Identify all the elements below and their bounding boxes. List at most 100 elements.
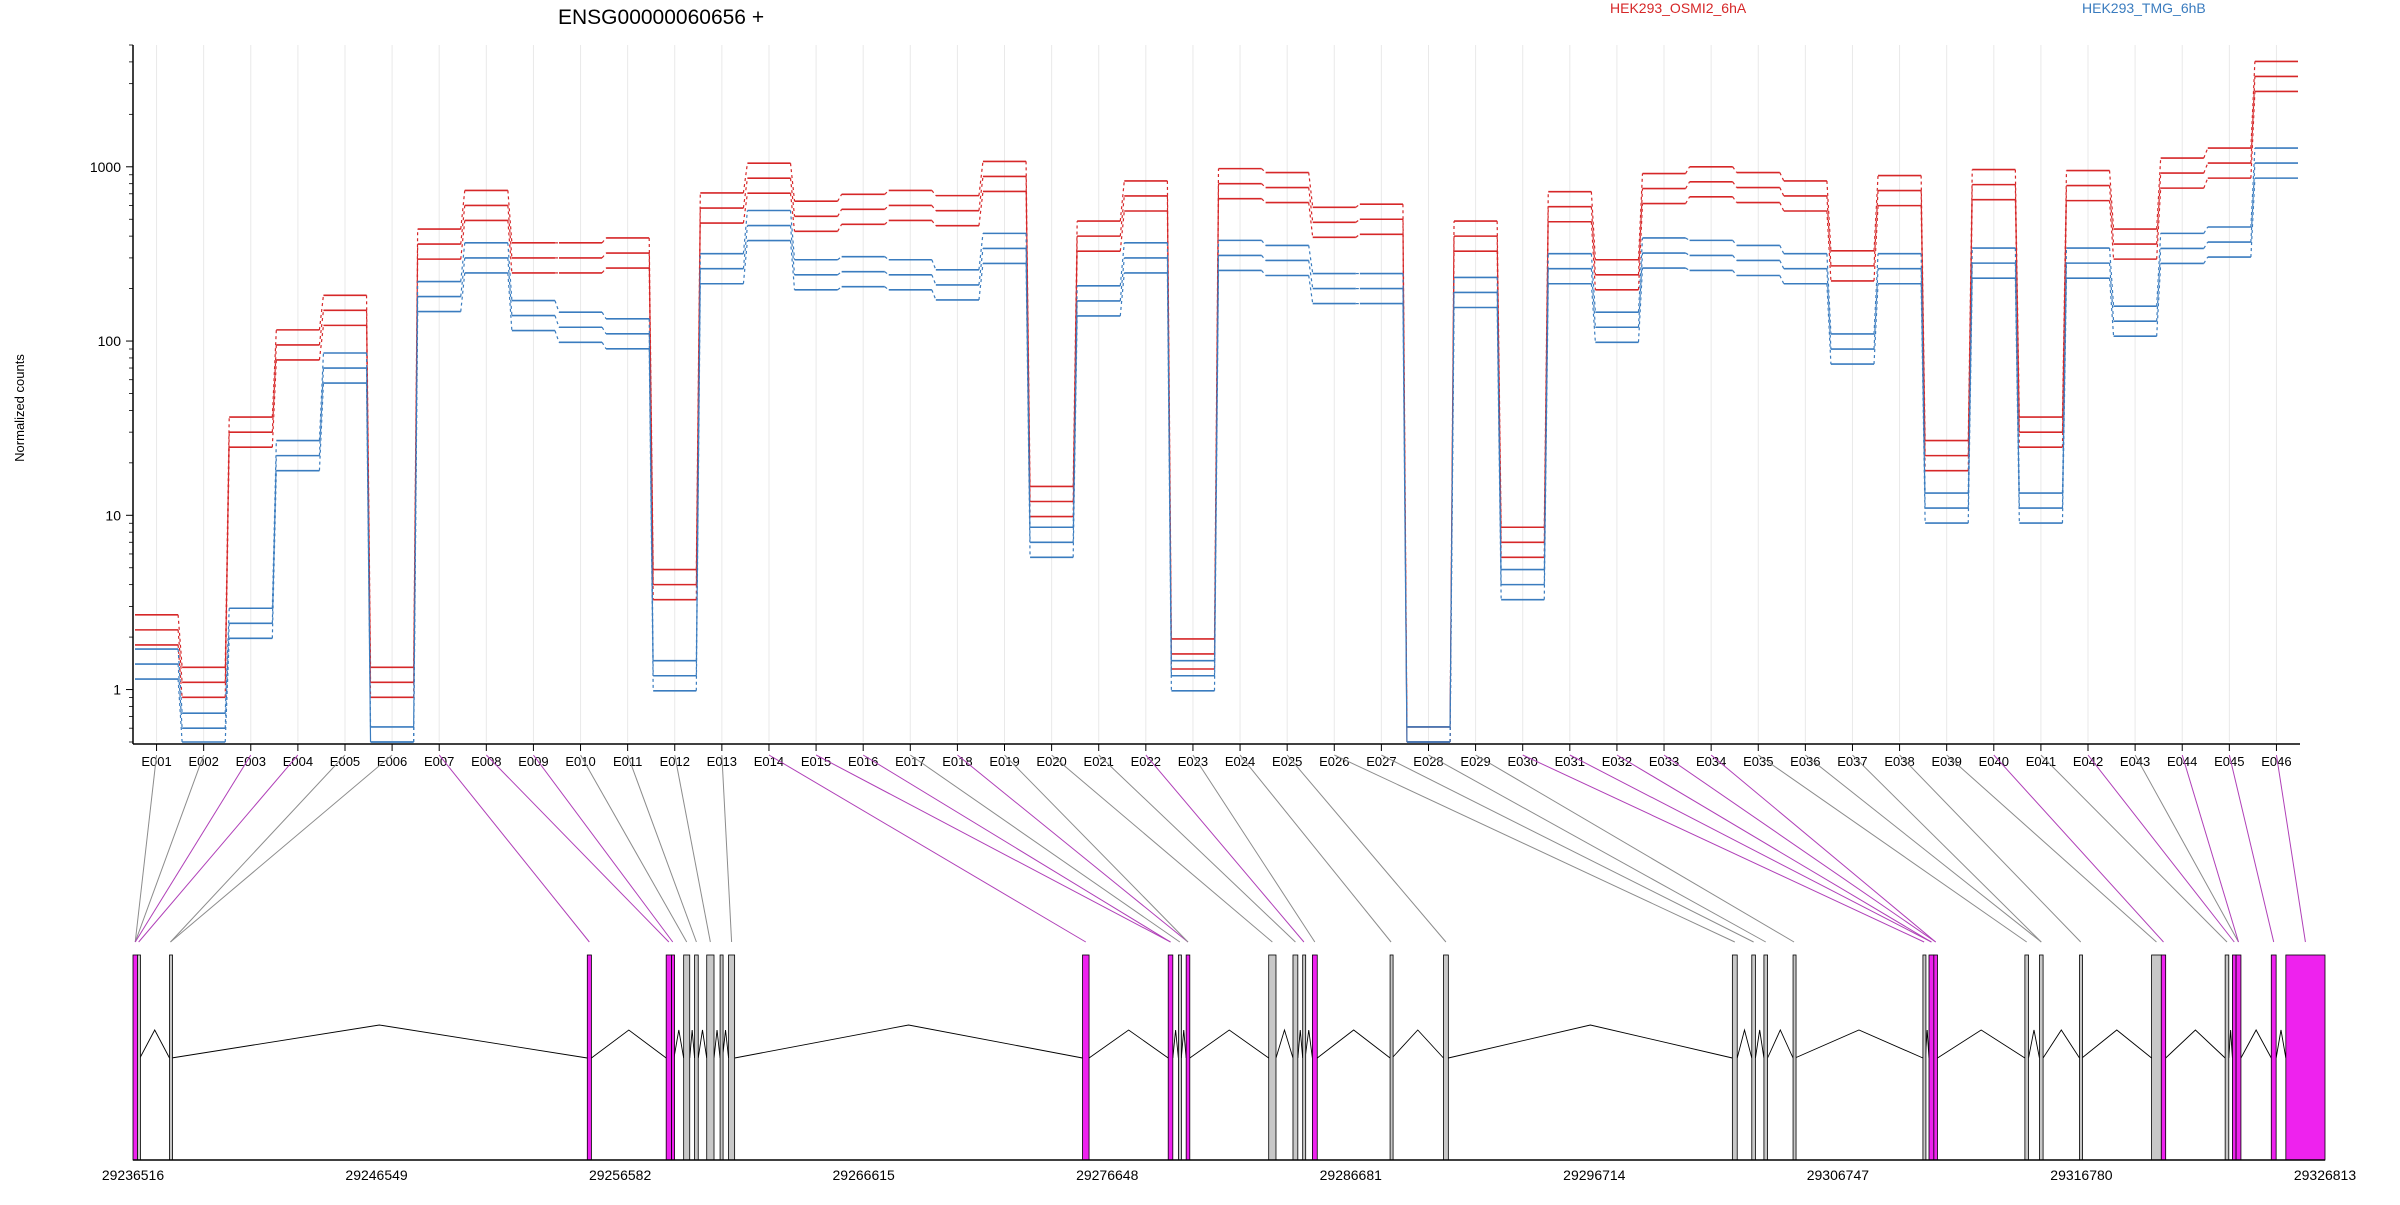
exon-box	[586, 954, 592, 1161]
exon-link-line	[134, 754, 252, 943]
genomic-tick-label: 29276648	[1076, 1167, 1139, 1183]
exon-link-line	[1663, 754, 1936, 943]
series-2-connector	[365, 352, 372, 727]
exon-box	[2285, 954, 2326, 1161]
series-2-connector	[1072, 285, 1078, 528]
intron-line	[697, 1029, 708, 1059]
legend-series-1: HEK293_OSMI2_6hA	[1610, 0, 1747, 16]
x-tick-label: E014	[754, 754, 784, 769]
series-1-connector	[1873, 175, 1879, 251]
series-2-connector	[365, 368, 372, 743]
series-1-connector	[1685, 196, 1691, 204]
x-tick-label: E009	[518, 754, 548, 769]
series-2-connector	[554, 315, 560, 328]
series-2-connector	[648, 348, 654, 691]
series-2-connector	[318, 368, 325, 456]
x-tick-label: E037	[1837, 754, 1867, 769]
exon-link-line	[1381, 754, 1754, 943]
series-2-connector	[1826, 253, 1832, 335]
series-1-connector	[1732, 166, 1738, 173]
series-1-connector	[1779, 202, 1785, 212]
series-2-connector	[2203, 241, 2209, 249]
series-2-connector	[1920, 253, 1926, 494]
exon-link-line	[134, 754, 158, 943]
x-tick-label: E034	[1696, 754, 1726, 769]
x-tick-label: E008	[471, 754, 501, 769]
intron-line	[2165, 1029, 2226, 1059]
series-2-connector	[2156, 233, 2162, 307]
series-2-connector	[554, 300, 560, 313]
series-1-connector	[1072, 221, 1078, 487]
series-2-connector	[2061, 248, 2068, 494]
x-tick-label: E044	[2167, 754, 2197, 769]
series-2-connector	[884, 256, 890, 261]
series-1-connector	[1119, 195, 1125, 237]
series-2-connector	[1213, 240, 1220, 661]
genomic-tick-label: 29236516	[102, 1167, 165, 1183]
intron-line	[139, 1029, 170, 1059]
series-1-connector	[837, 224, 843, 232]
x-tick-label: E035	[1743, 754, 1773, 769]
exon-box	[1933, 954, 1938, 1161]
series-2-connector	[742, 225, 749, 269]
series-2-connector	[1449, 307, 1455, 743]
exon-link-line	[170, 754, 393, 943]
x-tick-label: E016	[848, 754, 878, 769]
x-tick-label: E003	[236, 754, 266, 769]
exon-box	[1268, 954, 1277, 1161]
series-2-connector	[1732, 255, 1738, 261]
exon-box	[1763, 954, 1768, 1161]
series-2-connector	[1637, 252, 1644, 328]
series-2-connector	[1826, 268, 1832, 350]
series-2-connector	[1967, 248, 1973, 494]
exon-link-line	[910, 754, 1181, 943]
series-1-connector	[507, 190, 513, 243]
y-tick-label: 10	[105, 507, 121, 523]
series-2-connector	[601, 341, 607, 350]
exon-box	[1389, 954, 1394, 1161]
intron-line	[1180, 1029, 1187, 1059]
series-2-connector	[460, 272, 466, 312]
series-2-connector	[1920, 268, 1926, 509]
exon-box	[2039, 954, 2044, 1161]
series-2-connector	[978, 233, 984, 270]
series-2-connector	[318, 383, 325, 471]
legend-series-2: HEK293_TMG_6hB	[2082, 0, 2206, 16]
exon-link-line	[1098, 754, 1296, 943]
series-2-connector	[1449, 277, 1455, 727]
exon-box	[1302, 954, 1307, 1161]
exon-link-line	[134, 754, 205, 943]
series-2-connector	[2014, 248, 2020, 494]
exon-box	[1292, 954, 1299, 1161]
series-2-connector	[1637, 237, 1644, 313]
series-1-connector	[931, 190, 937, 196]
series-2-connector	[2014, 263, 2020, 509]
exon-box	[2270, 954, 2277, 1161]
exon-link-line	[1334, 754, 1736, 943]
x-tick-label: E001	[141, 754, 171, 769]
series-1-connector	[177, 629, 183, 683]
intron-line	[1088, 1029, 1169, 1059]
series-1-connector	[2014, 169, 2020, 418]
gene-model: 29236516 29246549 29256582 29266615 29276648…	[102, 954, 2356, 1183]
series-2-connector	[931, 274, 937, 286]
exon-box	[1922, 954, 1927, 1161]
grid-lines	[156, 45, 2277, 742]
series-1-connector	[695, 192, 701, 570]
x-tick-label: E043	[2120, 754, 2150, 769]
series-2-connector	[1496, 292, 1502, 585]
series-2-connector	[837, 286, 842, 291]
intron-line	[2228, 1029, 2233, 1059]
series-1-connector	[1261, 168, 1267, 173]
series-2-connector	[1873, 253, 1879, 335]
intron-line	[673, 1029, 685, 1059]
series-1-connector	[2108, 170, 2115, 230]
x-tick-label: E020	[1036, 754, 1066, 769]
x-tick-label: E036	[1790, 754, 1820, 769]
series-2-connector	[884, 271, 890, 276]
series-2-connector	[695, 268, 701, 676]
y-tick-label: 1	[113, 682, 121, 698]
exon-box	[2151, 954, 2162, 1161]
exon-box	[706, 954, 715, 1161]
series-1-connector	[1685, 181, 1691, 189]
